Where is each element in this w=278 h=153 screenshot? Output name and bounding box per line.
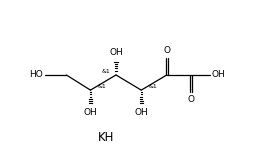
- Text: &1: &1: [102, 69, 110, 74]
- Text: O: O: [187, 95, 194, 104]
- Text: HO: HO: [29, 71, 43, 79]
- Text: OH: OH: [84, 108, 97, 118]
- Text: KH: KH: [98, 131, 114, 144]
- Text: &1: &1: [148, 84, 157, 89]
- Text: &1: &1: [97, 84, 106, 89]
- Text: O: O: [163, 46, 170, 55]
- Text: OH: OH: [134, 108, 148, 118]
- Text: OH: OH: [109, 48, 123, 57]
- Text: OH: OH: [212, 71, 225, 79]
